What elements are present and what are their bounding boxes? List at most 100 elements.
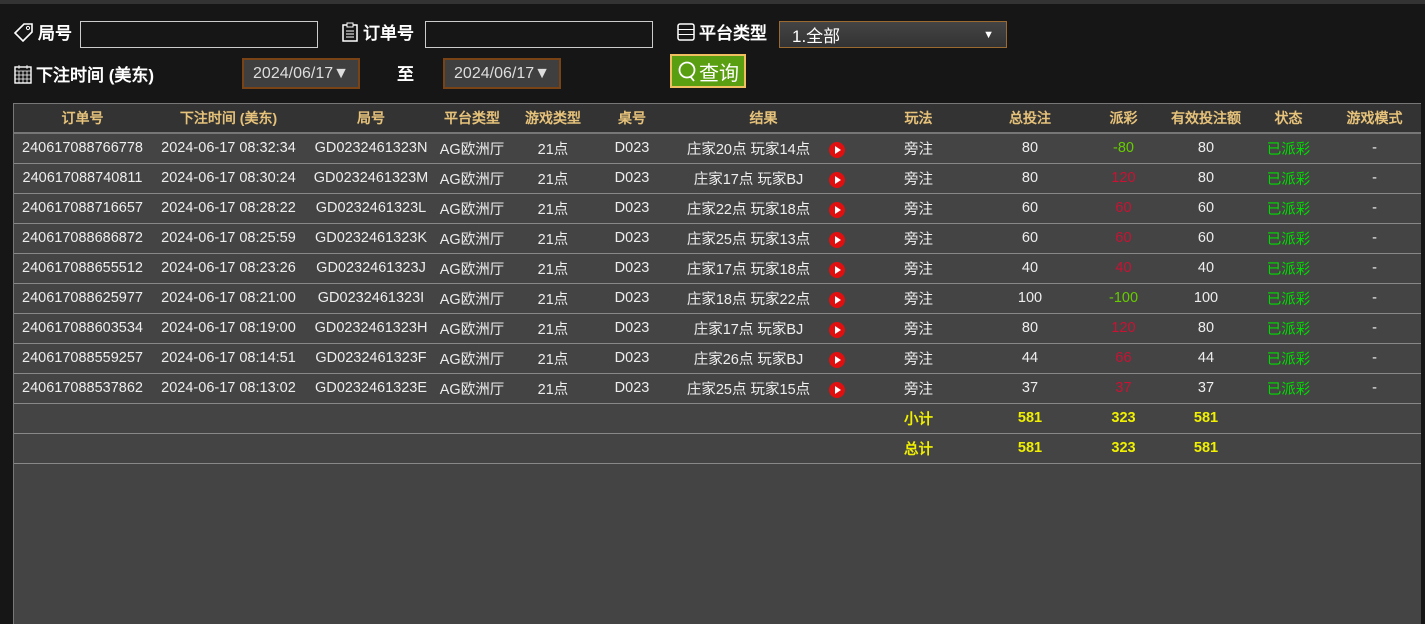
result-text: 庄家25点 玩家15点 bbox=[686, 381, 811, 398]
cell-bet-time: 2024-06-17 08:21:00 bbox=[151, 283, 306, 314]
empty-cell bbox=[1249, 433, 1421, 464]
cell-round-no: GD0232461323N bbox=[306, 133, 436, 164]
cell-table-no: D023 bbox=[598, 163, 666, 194]
play-video-icon[interactable] bbox=[829, 261, 845, 278]
total-payout: 323 bbox=[1084, 433, 1163, 464]
cell-game-mode: - bbox=[1328, 163, 1421, 194]
header-status: 状态 bbox=[1249, 104, 1328, 134]
cell-game-type: 21点 bbox=[508, 343, 598, 374]
cell-total-bet: 37 bbox=[976, 373, 1084, 404]
date-to-picker[interactable]: 2024/06/17▼ bbox=[443, 58, 561, 89]
cell-platform: AG欧洲厅 bbox=[436, 163, 508, 194]
cell-bet-time: 2024-06-17 08:30:24 bbox=[151, 163, 306, 194]
cell-result: 庄家22点 玩家18点 bbox=[666, 193, 861, 224]
platform-select[interactable]: 1.全部 ▼ bbox=[779, 21, 1007, 48]
cell-play-type: 旁注 bbox=[861, 283, 976, 314]
query-button[interactable]: 查询 bbox=[670, 54, 746, 88]
clipboard-icon bbox=[342, 22, 358, 42]
cell-order-no: 240617088766778 bbox=[14, 133, 151, 164]
cell-platform: AG欧洲厅 bbox=[436, 223, 508, 254]
empty-cell bbox=[14, 403, 861, 434]
calendar-icon bbox=[14, 64, 32, 84]
cell-bet-time: 2024-06-17 08:14:51 bbox=[151, 343, 306, 374]
cell-valid-bet: 80 bbox=[1163, 163, 1249, 194]
cell-game-type: 21点 bbox=[508, 373, 598, 404]
cell-result: 庄家17点 玩家18点 bbox=[666, 253, 861, 284]
result-text: 庄家25点 玩家13点 bbox=[686, 231, 811, 248]
cell-valid-bet: 40 bbox=[1163, 253, 1249, 284]
cell-result: 庄家25点 玩家15点 bbox=[666, 373, 861, 404]
header-play-type: 玩法 bbox=[861, 104, 976, 134]
cell-game-type: 21点 bbox=[508, 193, 598, 224]
play-video-icon[interactable] bbox=[829, 381, 845, 398]
cell-result: 庄家26点 玩家BJ bbox=[666, 343, 861, 374]
total-valid: 581 bbox=[1163, 433, 1249, 464]
header-valid-bet: 有效投注额 bbox=[1163, 104, 1249, 134]
cell-valid-bet: 80 bbox=[1163, 133, 1249, 164]
result-text: 庄家17点 玩家BJ bbox=[693, 171, 804, 188]
play-video-icon[interactable] bbox=[829, 321, 845, 338]
result-text: 庄家20点 玩家14点 bbox=[686, 141, 811, 158]
cell-game-mode: - bbox=[1328, 283, 1421, 314]
order-label: 订单号 bbox=[340, 19, 414, 44]
cell-status: 已派彩 bbox=[1249, 223, 1328, 254]
cell-total-bet: 60 bbox=[976, 193, 1084, 224]
cell-platform: AG欧洲厅 bbox=[436, 133, 508, 164]
empty-cell bbox=[1249, 403, 1421, 434]
cell-order-no: 240617088603534 bbox=[14, 313, 151, 344]
cell-play-type: 旁注 bbox=[861, 133, 976, 164]
round-label: 局号 bbox=[13, 19, 72, 44]
cell-play-type: 旁注 bbox=[861, 163, 976, 194]
cell-play-type: 旁注 bbox=[861, 193, 976, 224]
play-video-icon[interactable] bbox=[829, 171, 845, 188]
subtotal-row: 小计 581 323 581 bbox=[14, 403, 1421, 434]
play-video-icon[interactable] bbox=[829, 201, 845, 218]
round-input[interactable] bbox=[80, 21, 318, 48]
order-input[interactable] bbox=[425, 21, 653, 48]
header-result: 结果 bbox=[666, 104, 861, 134]
cell-game-type: 21点 bbox=[508, 253, 598, 284]
date-from-picker[interactable]: 2024/06/17▼ bbox=[242, 58, 360, 89]
cell-table-no: D023 bbox=[598, 133, 666, 164]
table-row: 240617088716657 2024-06-17 08:28:22 GD0232… bbox=[14, 193, 1421, 224]
cell-table-no: D023 bbox=[598, 373, 666, 404]
cell-total-bet: 80 bbox=[976, 133, 1084, 164]
cell-payout: 37 bbox=[1084, 373, 1163, 404]
cell-status: 已派彩 bbox=[1249, 163, 1328, 194]
cell-bet-time: 2024-06-17 08:23:26 bbox=[151, 253, 306, 284]
cell-payout: 40 bbox=[1084, 253, 1163, 284]
cell-total-bet: 80 bbox=[976, 163, 1084, 194]
header-bet-time: 下注时间 (美东) bbox=[151, 104, 306, 134]
cell-game-type: 21点 bbox=[508, 223, 598, 254]
subtotal-payout: 323 bbox=[1084, 403, 1163, 434]
cell-table-no: D023 bbox=[598, 313, 666, 344]
cell-platform: AG欧洲厅 bbox=[436, 313, 508, 344]
cell-total-bet: 80 bbox=[976, 313, 1084, 344]
server-icon bbox=[677, 22, 695, 41]
table-row: 240617088686872 2024-06-17 08:25:59 GD0232… bbox=[14, 223, 1421, 254]
cell-play-type: 旁注 bbox=[861, 253, 976, 284]
cell-round-no: GD0232461323H bbox=[306, 313, 436, 344]
cell-order-no: 240617088625977 bbox=[14, 283, 151, 314]
cell-valid-bet: 37 bbox=[1163, 373, 1249, 404]
header-game-mode: 游戏模式 bbox=[1328, 104, 1421, 134]
play-video-icon[interactable] bbox=[829, 231, 845, 248]
cell-bet-time: 2024-06-17 08:32:34 bbox=[151, 133, 306, 164]
cell-table-no: D023 bbox=[598, 223, 666, 254]
total-bet: 581 bbox=[976, 433, 1084, 464]
cell-table-no: D023 bbox=[598, 343, 666, 374]
table-row: 240617088766778 2024-06-17 08:32:34 GD0232… bbox=[14, 133, 1421, 164]
play-video-icon[interactable] bbox=[829, 351, 845, 368]
cell-play-type: 旁注 bbox=[861, 373, 976, 404]
play-video-icon[interactable] bbox=[829, 291, 845, 308]
cell-payout: 60 bbox=[1084, 223, 1163, 254]
cell-result: 庄家20点 玩家14点 bbox=[666, 133, 861, 164]
cell-round-no: GD0232461323E bbox=[306, 373, 436, 404]
total-label: 总计 bbox=[861, 433, 976, 464]
cell-total-bet: 44 bbox=[976, 343, 1084, 374]
cell-result: 庄家17点 玩家BJ bbox=[666, 163, 861, 194]
cell-status: 已派彩 bbox=[1249, 133, 1328, 164]
play-video-icon[interactable] bbox=[829, 142, 845, 158]
cell-play-type: 旁注 bbox=[861, 223, 976, 254]
cell-result: 庄家17点 玩家BJ bbox=[666, 313, 861, 344]
